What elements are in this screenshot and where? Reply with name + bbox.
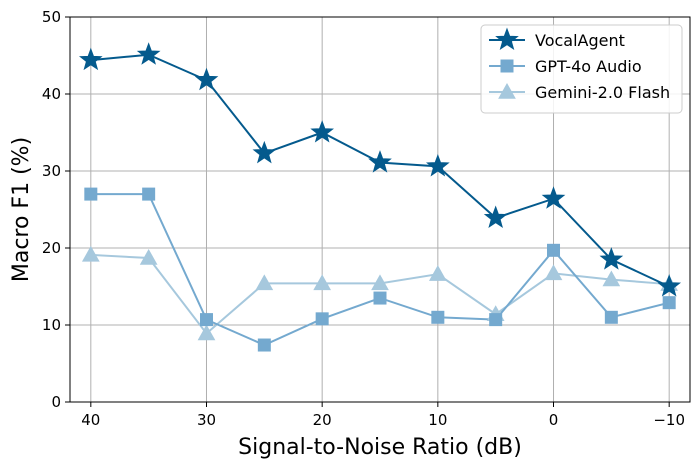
data-point-gemini-2-0-flash — [197, 324, 216, 341]
axis-ticks: 40 30 20 10 0 −10 0 10 20 30 40 50 — [42, 8, 685, 429]
data-point-gemini-2-0-flash — [602, 270, 621, 287]
data-point-gpt-4o-audio — [257, 338, 271, 352]
data-point-gpt-4o-audio — [84, 187, 98, 201]
legend-marker-gpt-4o-audio — [500, 59, 514, 73]
y-tick-label: 30 — [42, 162, 61, 180]
legend-label-gpt-4o-audio: GPT-4o Audio — [535, 57, 642, 76]
data-point-vocalagent — [310, 120, 334, 143]
data-point-gpt-4o-audio — [547, 243, 561, 257]
series-markers — [78, 42, 682, 352]
data-point-vocalagent — [483, 205, 508, 229]
x-tick-label: 0 — [549, 411, 559, 429]
y-tick-label: 10 — [42, 316, 61, 334]
x-tick-label: 20 — [313, 411, 332, 429]
data-point-vocalagent — [657, 274, 682, 297]
data-point-gemini-2-0-flash — [371, 274, 389, 291]
data-point-vocalagent — [78, 47, 103, 71]
legend-marker-gemini-2-0-flash — [498, 82, 516, 99]
x-tick-label: −10 — [653, 411, 685, 429]
data-point-gpt-4o-audio — [373, 291, 387, 305]
data-point-vocalagent — [368, 150, 392, 173]
data-point-gemini-2-0-flash — [81, 245, 100, 262]
data-point-gemini-2-0-flash — [544, 264, 563, 281]
data-point-vocalagent — [194, 67, 219, 91]
x-tick-label: 30 — [197, 411, 216, 429]
data-point-gemini-2-0-flash — [428, 265, 447, 281]
data-point-vocalagent — [136, 42, 161, 65]
data-point-gemini-2-0-flash — [313, 274, 332, 291]
y-tick-label: 40 — [42, 85, 61, 103]
data-point-gpt-4o-audio — [489, 313, 503, 327]
legend-label-gemini-2-0-flash: Gemini-2.0 Flash — [535, 83, 670, 102]
data-point-gpt-4o-audio — [199, 313, 213, 327]
data-point-vocalagent — [599, 247, 624, 270]
x-axis-title: Signal-to-Noise Ratio (dB) — [238, 435, 522, 460]
legend-box — [480, 24, 683, 114]
y-tick-label: 0 — [51, 393, 61, 411]
legend: VocalAgent GPT-4o Audio Gemini-2.0 Flash — [480, 24, 683, 114]
x-tick-label: 10 — [428, 411, 447, 429]
data-point-gpt-4o-audio — [431, 310, 445, 324]
x-tick-label: 40 — [81, 411, 100, 429]
data-point-vocalagent — [541, 186, 566, 209]
plot-frame — [69, 16, 691, 403]
y-axis-title: Macro F1 (%) — [9, 137, 34, 282]
series-line-gpt-4o-audio — [90, 193, 670, 347]
data-point-gpt-4o-audio — [662, 296, 676, 310]
legend-label-vocalagent: VocalAgent — [535, 31, 625, 50]
data-point-gpt-4o-audio — [315, 312, 329, 326]
data-point-gemini-2-0-flash — [139, 248, 158, 265]
data-point-gemini-2-0-flash — [255, 274, 274, 291]
data-point-vocalagent — [426, 153, 450, 177]
data-point-gpt-4o-audio — [604, 310, 618, 324]
data-point-vocalagent — [252, 140, 277, 164]
y-tick-label: 20 — [42, 239, 61, 257]
data-point-gpt-4o-audio — [142, 187, 156, 201]
y-tick-label: 50 — [42, 8, 61, 26]
legend-marker-vocalagent — [495, 27, 519, 51]
